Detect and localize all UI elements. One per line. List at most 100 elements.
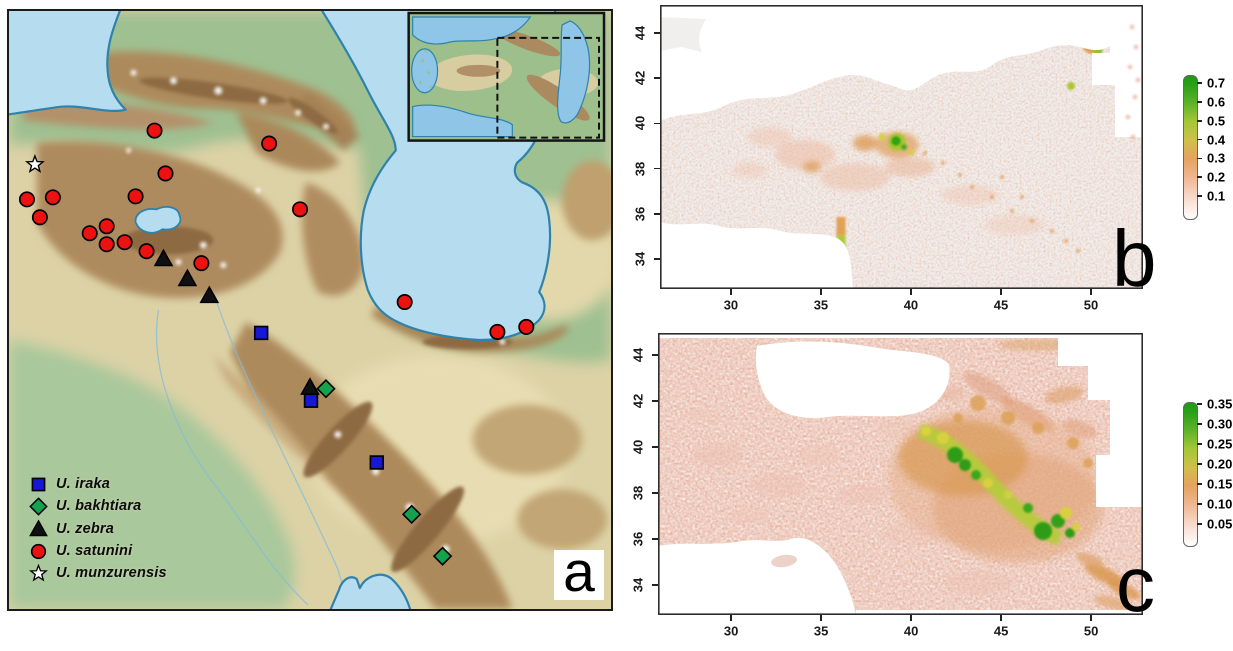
colorbar-tick	[1197, 101, 1202, 103]
colorbar-tick-label: 0.7	[1207, 75, 1226, 91]
y-tick-label: 38	[632, 161, 648, 176]
colorbar-tick	[1197, 176, 1202, 178]
legend-species-name: U. zebra	[56, 520, 115, 537]
colorbar-tick	[1197, 423, 1202, 425]
occurrence-square-marker	[253, 325, 269, 341]
x-tick-label: 45	[993, 297, 1009, 313]
colorbar-tick-label: 0.4	[1207, 132, 1226, 148]
occurrence-circle-marker	[489, 323, 506, 340]
colorbar-tick	[1197, 138, 1202, 141]
no-data-block	[1058, 338, 1143, 366]
black-sea-white	[755, 341, 950, 419]
colorbar-tick	[1197, 523, 1202, 525]
colorbar-tick-label: 0.20	[1207, 456, 1233, 472]
triangle-legend-icon	[29, 519, 48, 537]
x-axis-tick	[730, 615, 732, 621]
y-tick-label: 42	[632, 70, 648, 86]
occurrence-star-marker	[24, 154, 45, 173]
occurrence-circle-marker	[138, 243, 155, 260]
colorbar-tick-label: 0.35	[1207, 396, 1233, 412]
colorbar-tick	[1197, 503, 1202, 505]
occurrence-circle-marker	[193, 255, 210, 272]
y-axis-tick	[654, 122, 660, 125]
x-axis-tick	[1000, 615, 1002, 621]
x-tick-label: 35	[813, 623, 829, 639]
legend-species-name: U. bakhtiara	[56, 498, 142, 515]
occurrence-circle-marker	[116, 234, 133, 251]
lake-van	[134, 206, 182, 234]
y-axis-tick	[654, 213, 660, 215]
colorbar-tick	[1197, 483, 1202, 485]
occurrence-circle-marker	[127, 188, 144, 205]
x-tick-label: 30	[723, 623, 739, 639]
inset-locator-map	[407, 11, 606, 142]
x-tick-label: 40	[903, 297, 919, 313]
x-tick-label: 30	[723, 297, 739, 313]
cyprus-island	[771, 554, 797, 568]
y-axis-tick	[654, 77, 660, 79]
colorbar-tick-label: 0.1	[1207, 188, 1226, 204]
inset-extent-rectangle	[496, 36, 601, 139]
legend-item: U. zebra	[27, 518, 167, 540]
y-axis-tick	[652, 400, 658, 402]
legend-species-name: U. satunini	[56, 543, 133, 560]
occurrence-triangle-marker	[177, 268, 198, 287]
panel-b-label: b	[1112, 214, 1157, 303]
occurrence-circle-marker	[146, 122, 163, 139]
occurrence-circle-marker	[81, 225, 98, 242]
panel-a-label: a	[563, 539, 595, 604]
persian-gulf	[329, 573, 412, 609]
y-tick-label: 38	[630, 485, 646, 501]
y-axis-tick	[652, 492, 658, 494]
occurrence-triangle-marker	[199, 285, 220, 304]
x-axis-tick	[1090, 289, 1092, 295]
square-legend-icon	[31, 477, 46, 492]
y-tick-label: 40	[632, 116, 648, 131]
occurrence-circle-marker	[44, 189, 61, 206]
occurrence-triangle-marker	[300, 377, 320, 395]
panel-a-label-box: a	[554, 543, 604, 600]
colorbar-tick-label: 0.15	[1207, 476, 1233, 492]
circle-legend-icon	[30, 543, 47, 559]
river-lines	[155, 291, 347, 606]
x-axis-tick	[910, 615, 912, 621]
legend-item: U. bakhtiara	[27, 495, 167, 517]
black-sea	[9, 11, 127, 116]
thrace-land	[660, 17, 706, 52]
colorbar-tick	[1197, 443, 1202, 445]
occurrence-diamond-marker	[432, 546, 453, 566]
y-tick-label: 34	[632, 251, 648, 267]
y-tick-label: 44	[630, 347, 646, 363]
y-tick-label: 36	[632, 206, 648, 221]
inset-caspian-sea	[557, 20, 591, 124]
panel-c-label: c	[1116, 540, 1155, 628]
panel-b-sdm-map	[660, 5, 1143, 289]
colorbar-tick-label: 0.05	[1207, 516, 1233, 532]
colorbar-tick	[1197, 82, 1202, 84]
occurrence-circle-marker	[98, 218, 115, 235]
y-tick-label: 36	[630, 531, 646, 547]
colorbar-tick	[1197, 195, 1202, 197]
colorbar-tick-label: 0.3	[1207, 150, 1226, 166]
occurrence-diamond-marker	[316, 379, 336, 399]
species-legend: U. iraka U. bakhtiara U. zebra U. satunini U…	[27, 473, 167, 584]
occurrence-triangle-marker	[153, 248, 174, 267]
inset-aegean-sea	[411, 48, 439, 94]
colorbar-tick	[1197, 403, 1202, 405]
colorbar-tick-label: 0.5	[1207, 113, 1226, 129]
topographic-relief-map	[9, 11, 611, 609]
diamond-legend-icon	[29, 497, 48, 516]
marmara-sea	[660, 49, 698, 73]
y-tick-label: 34	[630, 577, 646, 593]
occurrence-circle-marker	[157, 165, 174, 182]
x-tick-label: 35	[813, 297, 829, 313]
occurrence-circle-marker	[98, 236, 115, 253]
x-axis-tick	[730, 289, 732, 295]
x-tick-label: 45	[993, 623, 1009, 639]
y-axis-tick	[652, 446, 658, 448]
inset-mediterranean-sea	[412, 104, 513, 138]
x-axis-tick	[1090, 615, 1092, 621]
legend-species-name: U. munzurensis	[56, 565, 167, 582]
x-tick-label: 50	[1083, 297, 1099, 313]
